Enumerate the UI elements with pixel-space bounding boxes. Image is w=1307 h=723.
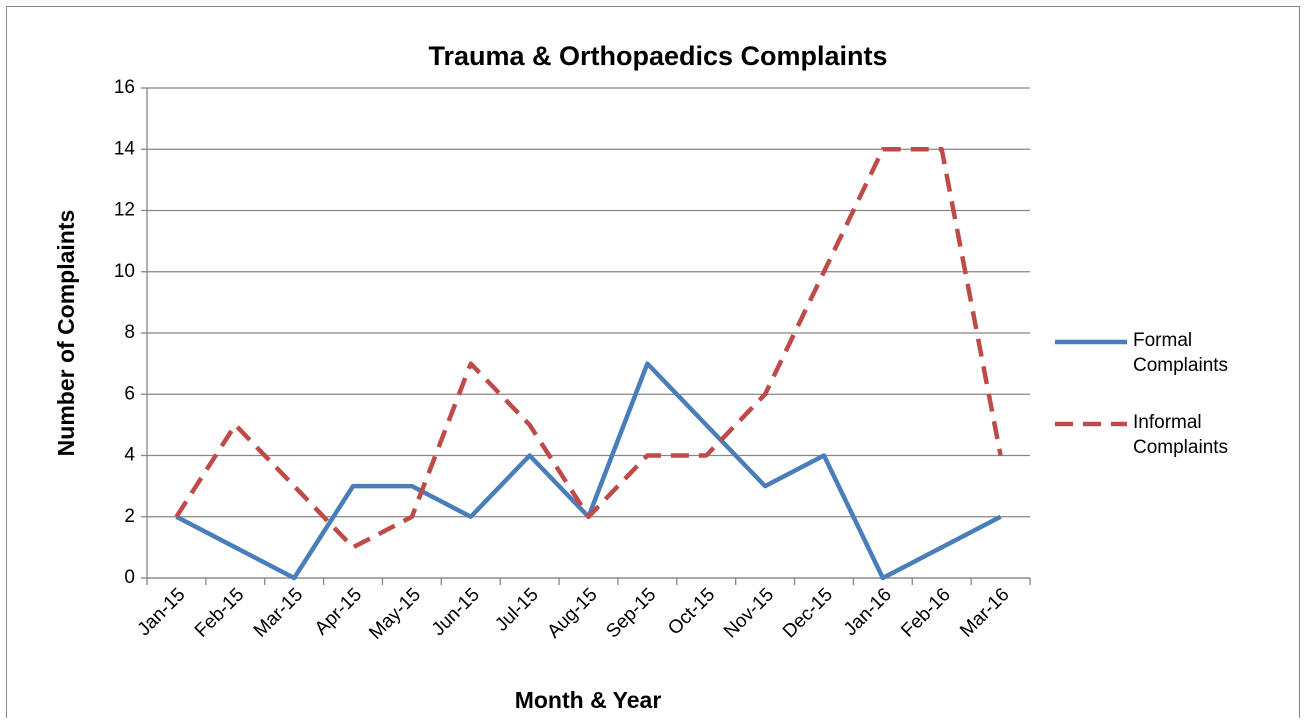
x-tick-label: Mar-16 [956,584,1013,641]
x-tick-label: Sep-15 [602,584,660,642]
x-tick-label: Jun-15 [428,584,484,640]
x-tick-label: Oct-15 [664,584,719,639]
y-axis-title: Number of Complaints [53,210,79,457]
y-tick-label: 0 [124,567,135,588]
x-tick-label: Jan-16 [840,584,896,640]
chart-title: Trauma & Orthopaedics Complaints [428,41,887,71]
chart-border [6,6,1300,723]
x-tick-label: May-15 [365,584,425,644]
series-line [175,361,1002,581]
x-tick-label: Aug-15 [543,584,601,642]
y-tick-label: 8 [124,322,135,343]
x-tick-label: Apr-15 [311,584,366,639]
y-tick-label: 12 [114,200,135,221]
x-axis-title: Month & Year [515,687,662,713]
x-tick-label: Nov-15 [720,584,778,642]
y-tick-label: 10 [114,261,135,282]
x-tick-label: Feb-15 [191,584,248,641]
x-tick-label: Jul-15 [491,584,542,635]
series-line [174,147,1003,550]
y-tick-label: 16 [114,77,135,98]
y-tick-label: 6 [124,383,135,404]
y-tick-label: 2 [124,506,135,527]
x-tick-label: Feb-16 [897,584,954,641]
y-tick-label: 14 [114,138,136,159]
y-tick-label: 4 [124,445,135,466]
x-tick-label: Dec-15 [779,584,837,642]
legend-label: Informal Complaints [1133,412,1229,458]
x-tick-label: Jan-15 [134,584,190,640]
x-tick-label: Mar-15 [250,584,307,641]
legend-label: Formal Complaints [1133,330,1229,376]
